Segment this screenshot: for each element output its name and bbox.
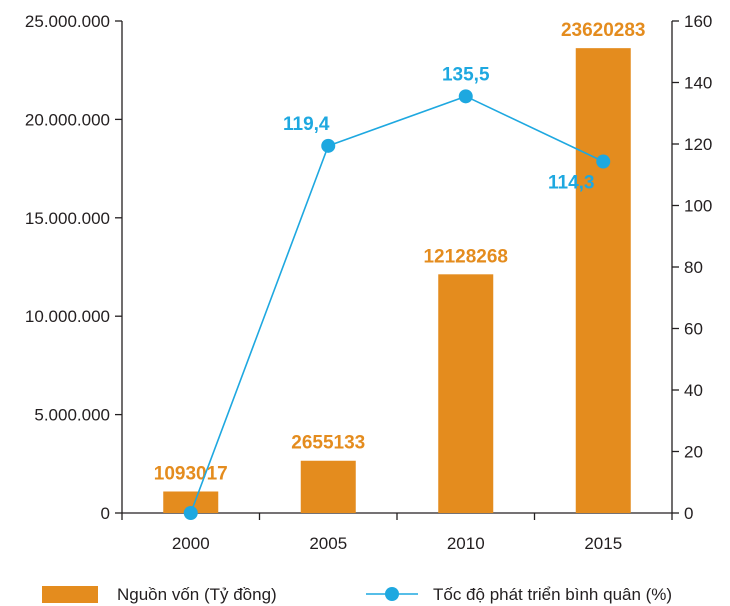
x-tick-label: 2010 xyxy=(447,534,485,553)
line-data-label: 135,5 xyxy=(442,64,490,85)
right-tick-label: 60 xyxy=(684,320,703,339)
right-tick-label: 140 xyxy=(684,74,712,93)
legend-bar-label: Nguồn vốn (Tỷ đồng) xyxy=(117,585,277,604)
legend-line-label: Tốc độ phát triển bình quân (%) xyxy=(433,585,672,604)
line-path xyxy=(190,95,604,514)
line-point xyxy=(458,89,473,104)
line-data-label: 114,3 xyxy=(548,173,595,194)
line-data-label: 119,4 xyxy=(283,114,330,135)
line-point xyxy=(596,154,611,169)
bar xyxy=(438,274,494,513)
legend-line-marker xyxy=(385,587,399,601)
line-series: 119,4 135,5 114,3 xyxy=(183,64,611,520)
right-tick-label: 100 xyxy=(684,197,712,216)
bar-data-label: 12128268 xyxy=(423,246,508,267)
right-tick-label: 40 xyxy=(684,381,703,400)
right-tick-label: 120 xyxy=(684,135,712,154)
x-tick-label: 2000 xyxy=(172,534,210,553)
bar-series: 1093017 2655133 12128268 23620283 xyxy=(154,20,646,513)
x-axis: 2000 2005 2010 2015 xyxy=(121,512,673,553)
bar-data-label: 1093017 xyxy=(154,463,228,484)
left-y-axis: 0 5.000.000 10.000.000 15.000.000 20.000.000… xyxy=(25,12,123,523)
right-tick-label: 0 xyxy=(684,504,693,523)
x-tick-label: 2015 xyxy=(584,534,622,553)
bar xyxy=(300,460,356,513)
legend-bar-swatch xyxy=(42,586,98,603)
left-tick-label: 5.000.000 xyxy=(34,406,110,425)
left-tick-label: 20.000.000 xyxy=(25,110,110,129)
line-point xyxy=(183,506,198,520)
x-tick-label: 2005 xyxy=(309,534,347,553)
line-point xyxy=(321,138,336,153)
bar-data-label: 2655133 xyxy=(291,433,365,454)
bar xyxy=(163,491,219,513)
left-tick-label: 15.000.000 xyxy=(25,209,110,228)
legend: Nguồn vốn (Tỷ đồng) Tốc độ phát triển bì… xyxy=(42,585,672,604)
left-tick-label: 0 xyxy=(101,504,110,523)
left-tick-label: 10.000.000 xyxy=(25,307,110,326)
right-tick-label: 80 xyxy=(684,258,703,277)
right-tick-label: 160 xyxy=(684,12,712,31)
right-y-axis: 0 20 40 60 80 100 120 140 160 xyxy=(671,12,712,523)
left-tick-label: 25.000.000 xyxy=(25,12,110,31)
bar-data-label: 23620283 xyxy=(561,20,646,41)
right-tick-label: 20 xyxy=(684,443,703,462)
bar xyxy=(575,48,631,513)
